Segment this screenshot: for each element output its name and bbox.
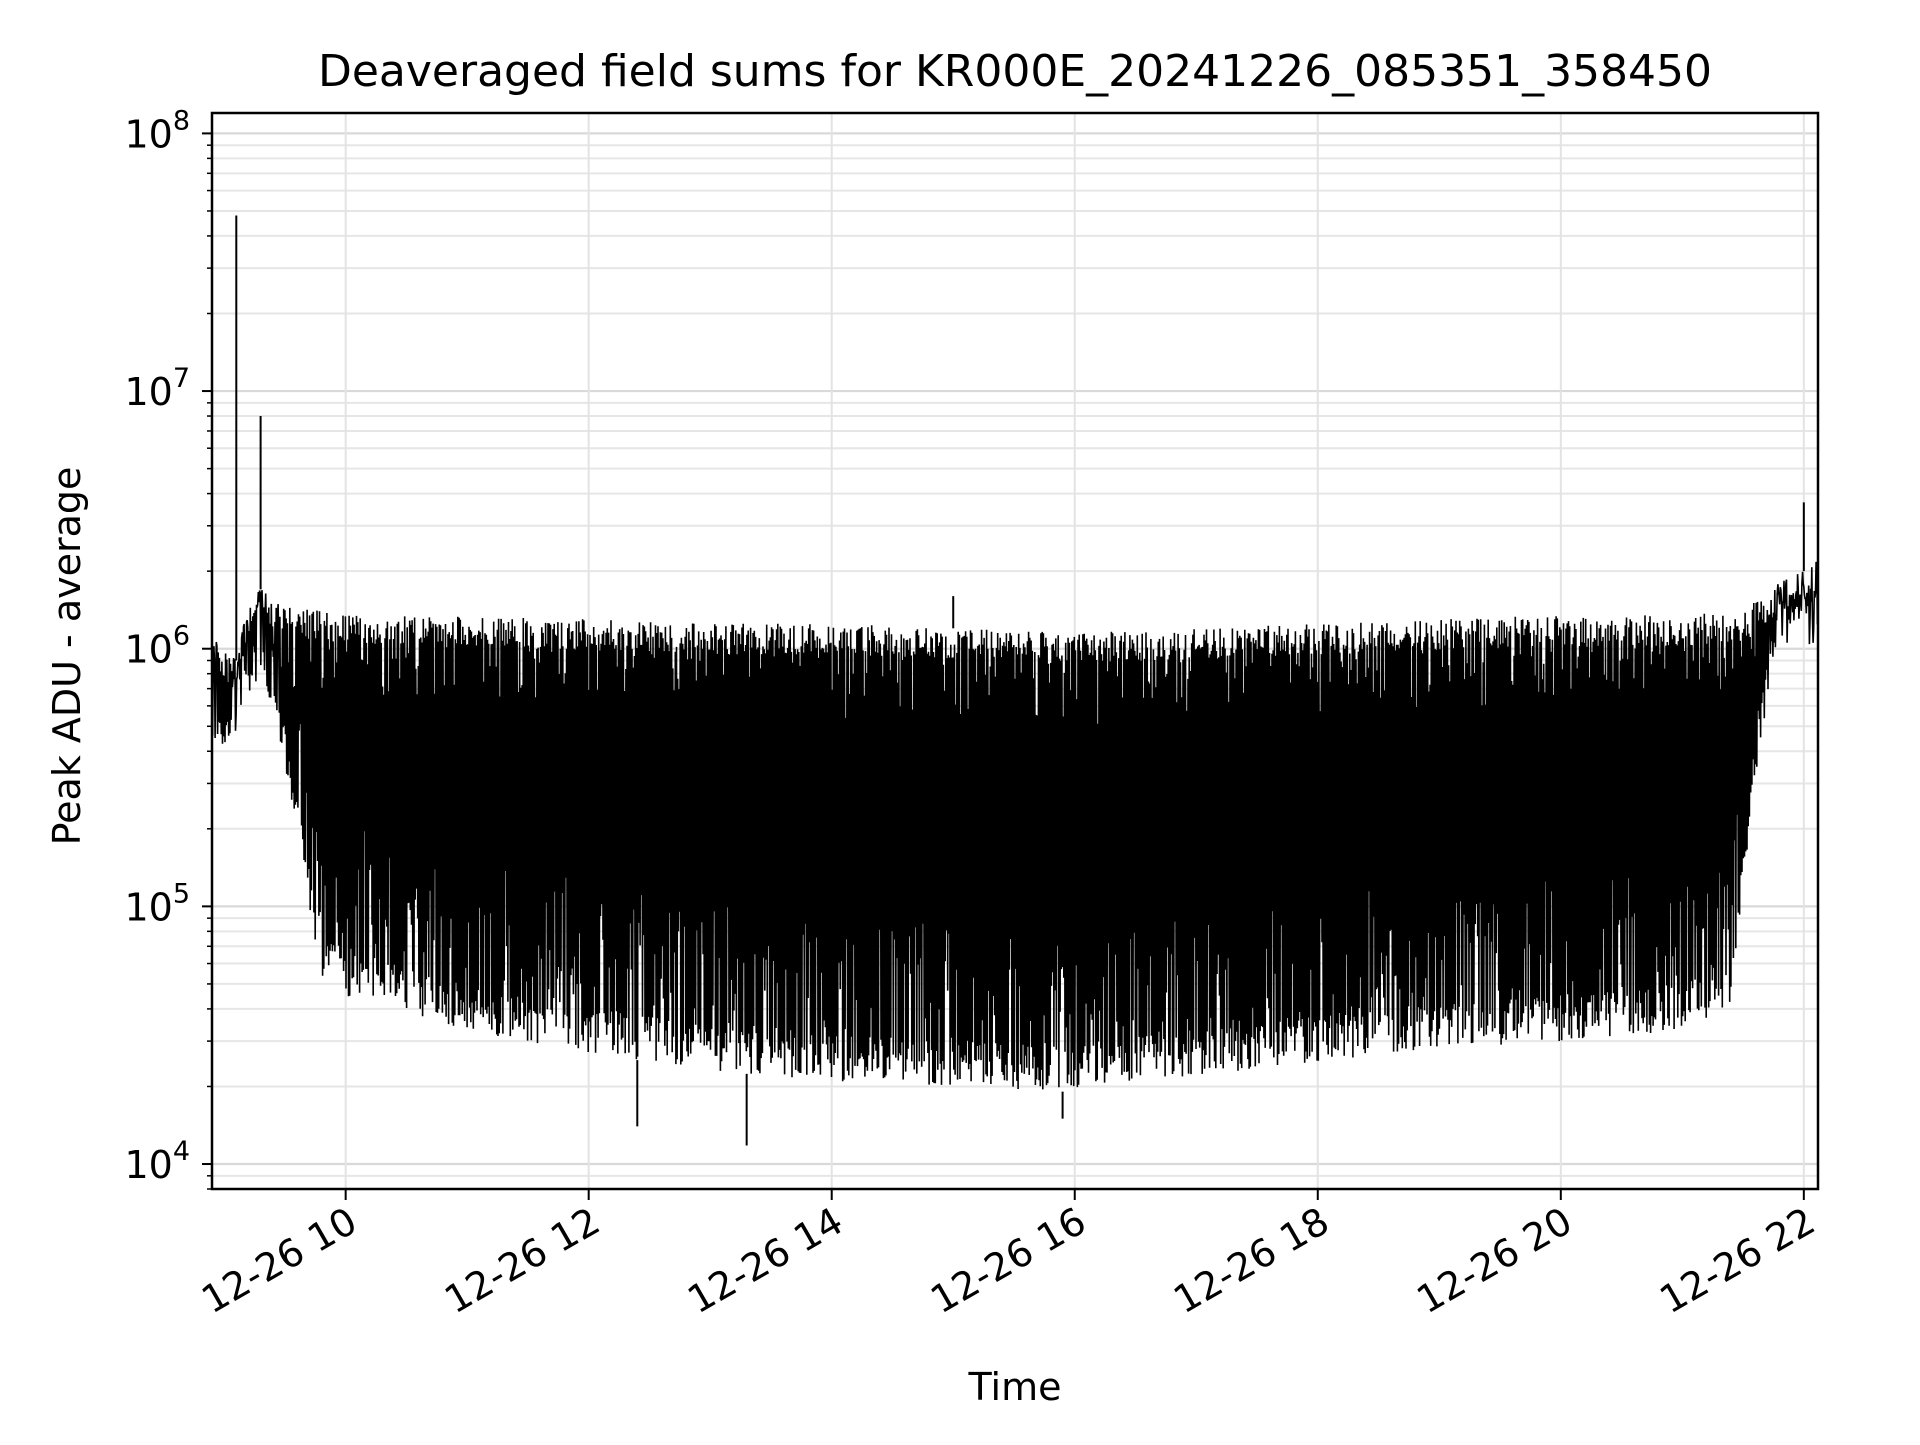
x-tick-label: 12-26 14 <box>680 1199 850 1323</box>
plot-frame <box>210 111 1820 1191</box>
chart-title: Deaveraged field sums for KR000E_2024122… <box>318 46 1712 97</box>
series-line <box>211 561 1819 1090</box>
x-tick-label: 12-26 20 <box>1409 1199 1579 1323</box>
y-tick-label: 107 <box>124 363 190 414</box>
y-tick-label: 106 <box>124 621 190 672</box>
y-tick-label: 104 <box>124 1136 190 1187</box>
y-tick-label: 108 <box>124 105 190 156</box>
x-tick-label: 12-26 22 <box>1652 1199 1822 1323</box>
x-axis-label: Time <box>968 1365 1062 1409</box>
x-tick-label: 12-26 16 <box>923 1199 1093 1323</box>
y-axis-label: Peak ADU - average <box>45 467 89 846</box>
x-tick-label: 12-26 12 <box>437 1199 607 1323</box>
x-tick-label: 12-26 18 <box>1166 1199 1336 1323</box>
y-tick-label: 105 <box>124 878 190 929</box>
x-tick-label: 12-26 10 <box>194 1199 364 1323</box>
